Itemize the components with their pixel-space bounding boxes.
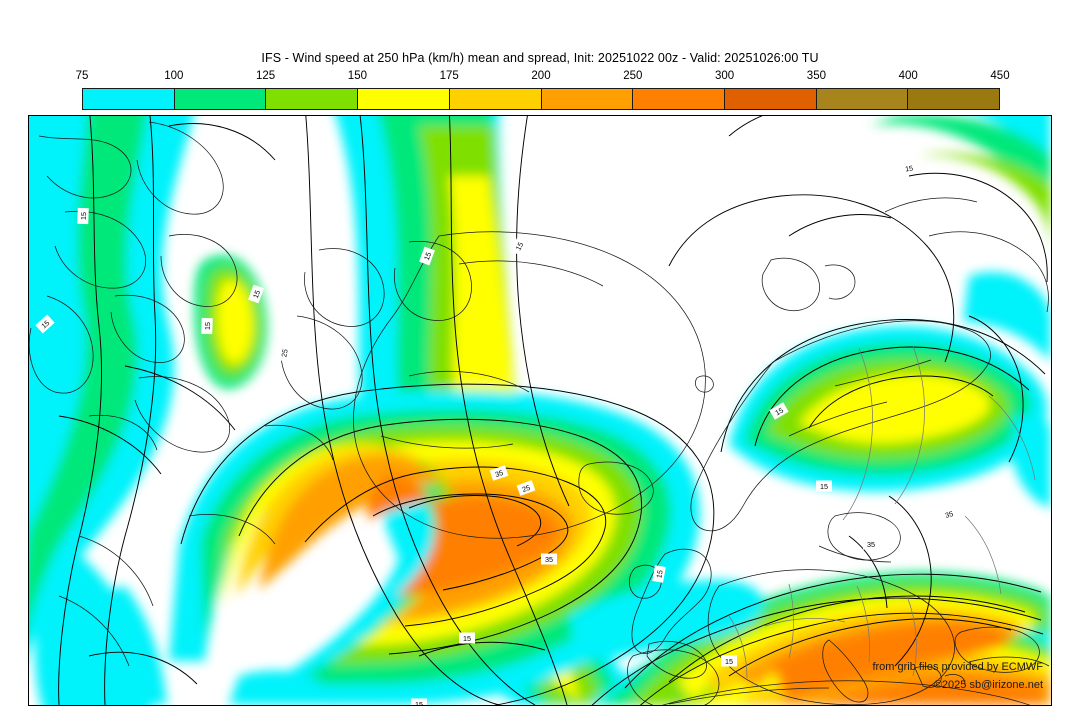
svg-text:15: 15 <box>422 251 433 262</box>
colorbar-band <box>908 89 1000 109</box>
svg-text:15: 15 <box>514 241 526 252</box>
colorbar-tick-labels: 75 100 125 150 175 200 250 300 350 400 450 <box>76 70 1010 86</box>
colorbar-tick-label: 350 <box>806 70 826 82</box>
svg-text:15: 15 <box>79 212 88 220</box>
svg-text:15: 15 <box>774 406 785 418</box>
svg-text:35: 35 <box>494 468 504 479</box>
colorbar-band <box>449 89 542 109</box>
svg-text:15: 15 <box>251 289 262 300</box>
svg-text:15: 15 <box>463 634 471 643</box>
weather-map: 35 25 15 15 15 15 <box>29 116 1051 705</box>
colorbar-band <box>633 89 725 109</box>
colorbar-tick-label: 300 <box>715 70 735 82</box>
svg-text:25: 25 <box>279 348 289 357</box>
svg-text:35: 35 <box>944 509 954 520</box>
contour-labels: 35 25 15 15 15 15 <box>35 161 959 705</box>
colorbar-band <box>266 89 359 109</box>
colorbar-tick-label: 100 <box>164 70 184 82</box>
colorbar-tick-label: 400 <box>898 70 918 82</box>
colorbar-band <box>724 89 817 109</box>
svg-text:15: 15 <box>654 569 664 578</box>
colorbar-band <box>816 89 909 109</box>
spread-contours <box>58 116 1048 705</box>
colorbar <box>82 88 1000 110</box>
svg-text:25: 25 <box>521 483 532 494</box>
svg-text:15: 15 <box>725 657 733 666</box>
colorbar-band <box>541 89 634 109</box>
svg-text:15: 15 <box>904 163 913 173</box>
colorbar-tick-label: 75 <box>75 70 89 82</box>
attribution-source: from grib files provided by ECMWF <box>872 661 1043 673</box>
svg-text:15: 15 <box>415 700 423 705</box>
coastlines <box>29 121 1050 705</box>
colorbar-band <box>174 89 267 109</box>
svg-text:15: 15 <box>820 482 828 491</box>
map-panel: 35 25 15 15 15 15 <box>28 115 1052 706</box>
colorbar-tick-label: 150 <box>347 70 367 82</box>
svg-text:35: 35 <box>867 540 875 549</box>
colorbar-tick-label: 125 <box>256 70 276 82</box>
svg-text:15: 15 <box>203 322 212 330</box>
svg-text:15: 15 <box>39 318 51 330</box>
attribution-copyright: ©2025 sb@irizone.net <box>933 679 1043 691</box>
colorbar-band <box>83 89 175 109</box>
colorbar-bands <box>82 88 1000 110</box>
colorbar-tick-label: 250 <box>623 70 643 82</box>
colorbar-tick-label: 200 <box>531 70 551 82</box>
page-title: IFS - Wind speed at 250 hPa (km/h) mean … <box>261 51 819 65</box>
colorbar-tick-label: 450 <box>990 70 1010 82</box>
colorbar-band <box>358 89 450 109</box>
colorbar-tick-label: 175 <box>439 70 459 82</box>
svg-text:35: 35 <box>545 555 553 564</box>
